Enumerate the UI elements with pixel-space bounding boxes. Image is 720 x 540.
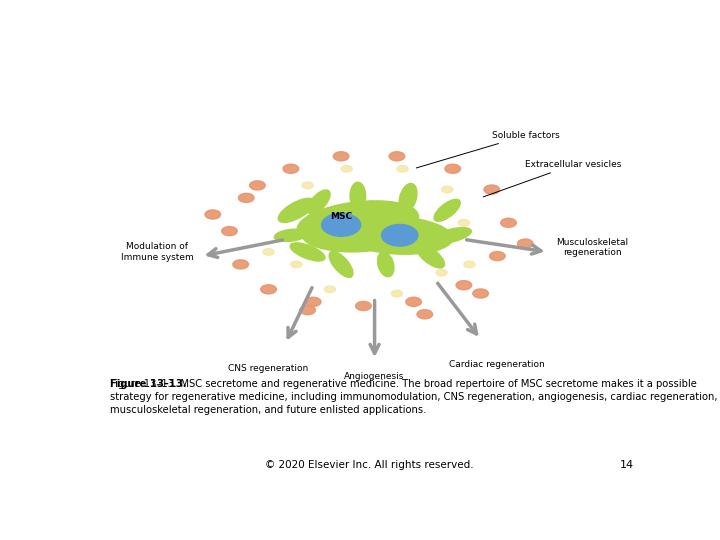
Text: CNS regeneration: CNS regeneration <box>228 364 309 373</box>
Ellipse shape <box>356 301 372 310</box>
Ellipse shape <box>324 286 336 293</box>
Text: MSC: MSC <box>330 212 352 221</box>
Ellipse shape <box>441 186 453 193</box>
Ellipse shape <box>382 225 418 246</box>
Ellipse shape <box>300 306 315 315</box>
Text: Extracellular vesicles: Extracellular vesicles <box>483 160 621 197</box>
Ellipse shape <box>274 229 307 241</box>
Ellipse shape <box>222 227 238 235</box>
Ellipse shape <box>305 297 321 306</box>
Text: Cardiac regeneration: Cardiac regeneration <box>449 360 545 369</box>
Ellipse shape <box>233 260 248 269</box>
Ellipse shape <box>329 252 353 278</box>
Ellipse shape <box>397 165 408 172</box>
Ellipse shape <box>406 297 421 306</box>
Ellipse shape <box>416 244 444 268</box>
Ellipse shape <box>459 219 469 226</box>
Text: Soluble factors: Soluble factors <box>416 131 559 168</box>
Ellipse shape <box>500 218 516 227</box>
Ellipse shape <box>291 261 302 268</box>
Ellipse shape <box>307 190 330 214</box>
Ellipse shape <box>445 164 461 173</box>
Text: Figure 13–13.: Figure 13–13. <box>109 379 186 389</box>
Ellipse shape <box>464 261 475 268</box>
Ellipse shape <box>302 182 313 188</box>
Ellipse shape <box>389 152 405 161</box>
Text: Modulation of
Immune system: Modulation of Immune system <box>120 242 194 261</box>
Text: Angiogenesis: Angiogenesis <box>344 372 405 381</box>
Ellipse shape <box>392 290 402 297</box>
Ellipse shape <box>290 243 325 261</box>
Ellipse shape <box>436 269 447 276</box>
Ellipse shape <box>283 164 299 173</box>
Ellipse shape <box>205 210 220 219</box>
Ellipse shape <box>518 239 533 248</box>
Ellipse shape <box>377 252 394 276</box>
Text: © 2020 Elsevier Inc. All rights reserved.: © 2020 Elsevier Inc. All rights reserved… <box>265 460 473 470</box>
Text: 14: 14 <box>620 460 634 470</box>
Ellipse shape <box>263 248 274 255</box>
Text: Figure 13–13. MSC secretome and regenerative medicine. The broad repertoire of M: Figure 13–13. MSC secretome and regenera… <box>109 379 717 415</box>
Ellipse shape <box>278 198 315 222</box>
Text: Musculoskeletal
regeneration: Musculoskeletal regeneration <box>556 238 629 258</box>
Ellipse shape <box>434 227 472 243</box>
Ellipse shape <box>456 281 472 290</box>
Ellipse shape <box>261 285 276 294</box>
Ellipse shape <box>238 193 254 202</box>
Ellipse shape <box>350 183 366 210</box>
Ellipse shape <box>250 181 265 190</box>
Ellipse shape <box>341 165 352 172</box>
Ellipse shape <box>473 289 488 298</box>
Ellipse shape <box>417 310 433 319</box>
Ellipse shape <box>322 213 361 237</box>
Ellipse shape <box>333 152 349 161</box>
Ellipse shape <box>302 219 402 252</box>
Ellipse shape <box>434 199 460 221</box>
Ellipse shape <box>490 252 505 261</box>
Ellipse shape <box>297 201 418 245</box>
Ellipse shape <box>399 184 417 212</box>
Ellipse shape <box>341 217 453 254</box>
Ellipse shape <box>484 185 500 194</box>
Ellipse shape <box>279 215 291 222</box>
